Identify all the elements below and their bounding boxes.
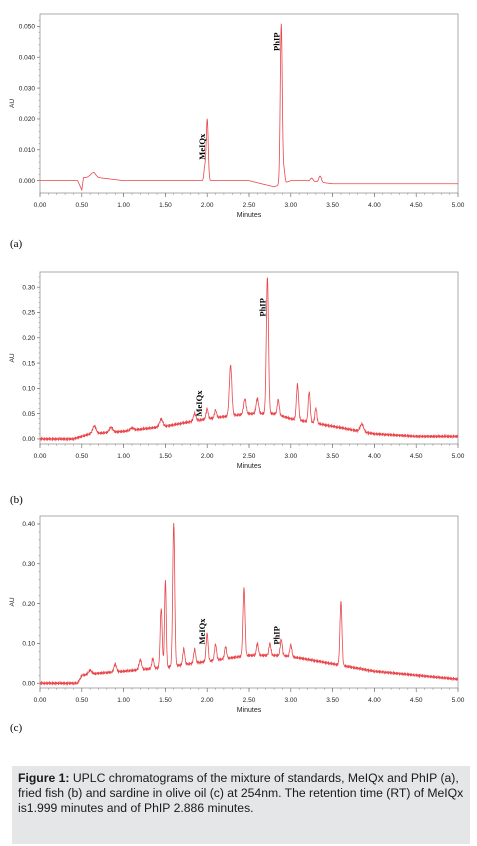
x-tick-label: 1.50 [159, 697, 172, 704]
x-tick-label: 4.00 [368, 453, 381, 460]
y-tick-label: 0.000 [19, 178, 36, 185]
x-axis-label: Minutes [237, 212, 262, 219]
chromatogram-trace [40, 23, 458, 192]
peak-label: MeIQx [197, 133, 207, 160]
y-tick-label: 0.10 [22, 386, 35, 393]
figure-label: Figure 1: [18, 771, 70, 785]
panel-label-c: (c) [10, 722, 23, 734]
chromatogram-trace [39, 277, 459, 442]
chromatogram-a-plot: 0.000 0.010 0.020 0.030 0.040 0.050 0.00 0.50 1.… [9, 13, 465, 219]
y-tick-label: 0.30 [22, 561, 35, 568]
y-axis-label: AU [9, 99, 16, 108]
plot-frame [39, 271, 459, 445]
x-tick-label: 2.00 [201, 697, 214, 704]
x-tick-label: 1.00 [117, 202, 130, 209]
x-tick-label: 2.50 [243, 453, 256, 460]
x-tick-label: 3.00 [284, 453, 297, 460]
x-tick-label: 5.00 [452, 453, 465, 460]
y-tick-label: 0.00 [22, 680, 35, 687]
x-tick-label: 4.50 [410, 697, 423, 704]
panel-label-a: (a) [10, 238, 23, 250]
x-tick-label: 1.00 [117, 697, 130, 704]
x-tick-label: 4.00 [368, 202, 381, 209]
peak-label: MeIQx [197, 618, 207, 645]
x-tick-label: 0.50 [75, 697, 88, 704]
y-tick-label: 0.030 [19, 85, 36, 92]
y-axis-label: AU [9, 597, 16, 606]
x-tick-label: 2.50 [243, 202, 256, 209]
y-tick-label: 0.05 [22, 411, 35, 418]
x-tick-label: 5.00 [452, 697, 465, 704]
chromatogram-a: 0.000 0.010 0.020 0.030 0.040 0.050 0.00 0.50 1.… [0, 0, 477, 255]
y-tick-label: 0.020 [19, 116, 36, 123]
x-tick-label: 5.00 [452, 202, 465, 209]
x-axis-label: Minutes [237, 463, 262, 470]
x-tick-label: 1.50 [159, 453, 172, 460]
x-tick-label: 0.00 [34, 453, 47, 460]
y-tick-label: 0.20 [22, 335, 35, 342]
x-tick-label: 3.50 [326, 453, 339, 460]
x-tick-label: 4.50 [410, 453, 423, 460]
y-tick-label: 0.050 [19, 24, 36, 31]
x-tick-label: 4.50 [410, 202, 423, 209]
y-tick-label: 0.40 [22, 521, 35, 528]
x-tick-label: 2.50 [243, 697, 256, 704]
x-tick-label: 3.50 [326, 202, 339, 209]
y-tick-label: 0.30 [22, 284, 35, 291]
peak-label: PhIP [271, 33, 281, 51]
chromatogram-c: 0.00 0.10 0.20 0.30 0.40 0.00 0.50 1.00 1.50 2.00… [0, 510, 477, 760]
plot-frame [39, 515, 459, 689]
y-axis-label: AU [9, 353, 16, 362]
y-tick-label: 0.040 [19, 54, 36, 61]
y-tick-label: 0.15 [22, 360, 35, 367]
peak-label: PhIP [271, 626, 281, 644]
chromatogram-b: 0.00 0.05 0.10 0.15 0.20 0.25 0.30 0.00 0.50 1.00… [0, 258, 477, 508]
peak-label: PhIP [257, 298, 267, 316]
chromatogram-b-plot: 0.00 0.05 0.10 0.15 0.20 0.25 0.30 0.00 0.50 1.00… [9, 271, 465, 470]
x-tick-label: 3.00 [284, 202, 297, 209]
y-tick-label: 0.10 [22, 641, 35, 648]
y-tick-label: 0.010 [19, 147, 36, 154]
chromatogram-c-plot: 0.00 0.10 0.20 0.30 0.40 0.00 0.50 1.00 1.50 2.00… [9, 515, 465, 714]
plot-frame [39, 13, 459, 194]
x-tick-label: 3.00 [284, 697, 297, 704]
x-axis-label: Minutes [237, 707, 262, 714]
peak-label: MeIQx [194, 390, 204, 417]
x-tick-label: 0.00 [34, 697, 47, 704]
x-tick-label: 1.00 [117, 453, 130, 460]
chromatogram-trace [39, 523, 459, 687]
figure-caption: Figure 1: UPLC chromatograms of the mixt… [12, 766, 470, 844]
panel-label-b: (b) [10, 494, 23, 506]
y-tick-label: 0.00 [22, 436, 35, 443]
y-tick-label: 0.20 [22, 601, 35, 608]
caption-text: UPLC chromatograms of the mixture of sta… [18, 771, 464, 815]
x-tick-label: 4.00 [368, 697, 381, 704]
x-tick-label: 0.50 [75, 202, 88, 209]
x-tick-label: 1.50 [159, 202, 172, 209]
x-tick-label: 0.00 [34, 202, 47, 209]
x-tick-label: 2.00 [201, 453, 214, 460]
x-tick-label: 0.50 [75, 453, 88, 460]
y-tick-label: 0.25 [22, 310, 35, 317]
x-tick-label: 2.00 [201, 202, 214, 209]
x-tick-label: 3.50 [326, 697, 339, 704]
